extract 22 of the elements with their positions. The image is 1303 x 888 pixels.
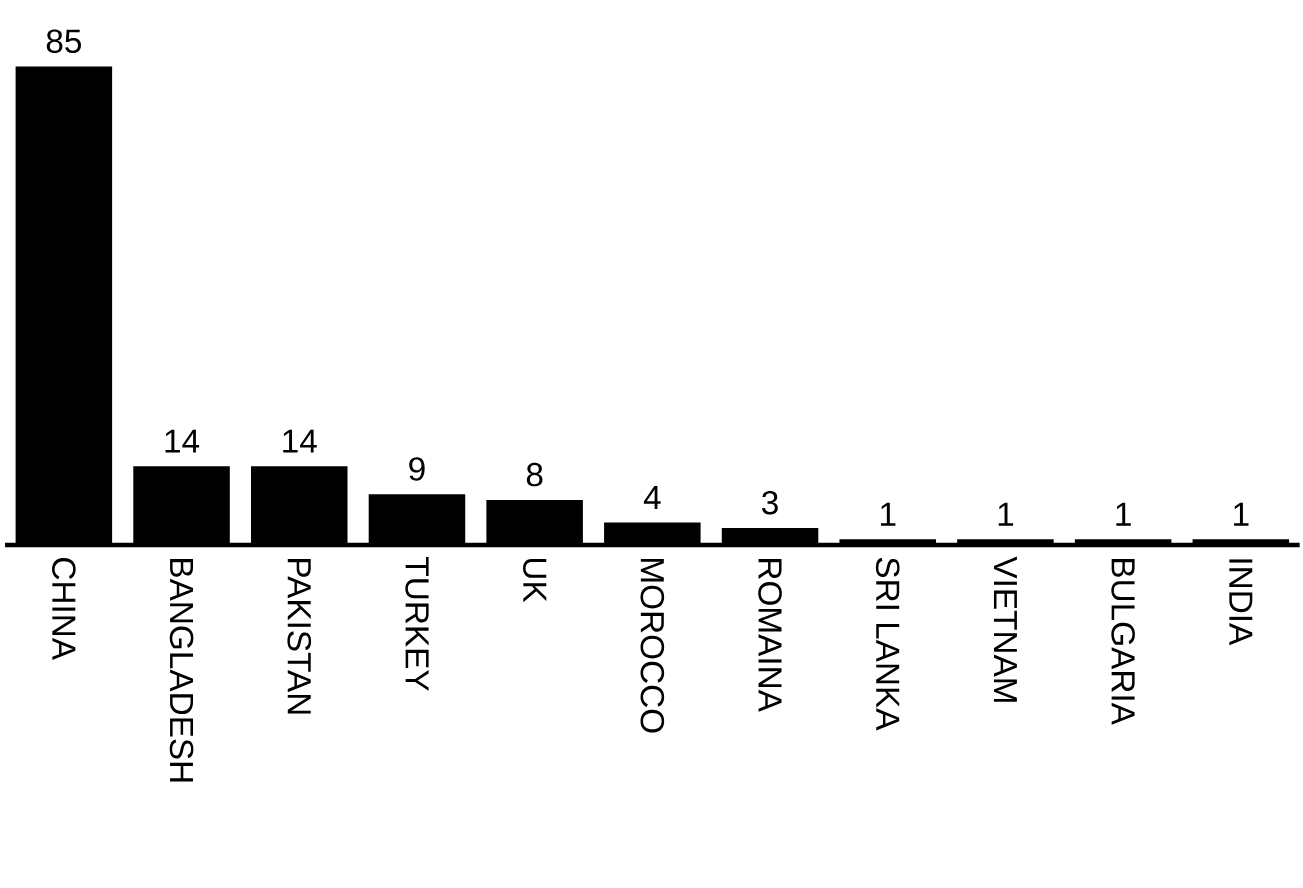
x-tick-label: BANGLADESH [169, 559, 194, 782]
data-label: 9 [409, 457, 425, 481]
data-label: 1 [1234, 502, 1249, 526]
x-tick-label: VIETNAM [993, 556, 1017, 702]
x-tick-label: MOROCCO [640, 559, 665, 733]
x-tick-label: BULGARIA [1111, 559, 1135, 725]
data-label: 14 [283, 429, 317, 453]
data-label: 1 [880, 502, 896, 526]
data-label: 1 [998, 502, 1014, 526]
data-label: 1 [1116, 502, 1131, 526]
data-label: 85 [46, 29, 81, 54]
x-tick-label: UK [523, 558, 547, 603]
x-tick-label: CHINA [52, 558, 76, 660]
data-label: 4 [643, 485, 661, 509]
x-tick-label: ROMAINA [758, 559, 782, 712]
x-tick-label: PAKISTAN [287, 559, 312, 714]
data-label: 8 [526, 462, 543, 487]
x-tick-label: TURKEY [405, 557, 429, 691]
x-tick-label: INDIA [1229, 559, 1253, 646]
data-label: 3 [762, 490, 778, 515]
data-label: 14 [165, 429, 200, 453]
x-tick-label: SRI LANKA [875, 557, 900, 731]
